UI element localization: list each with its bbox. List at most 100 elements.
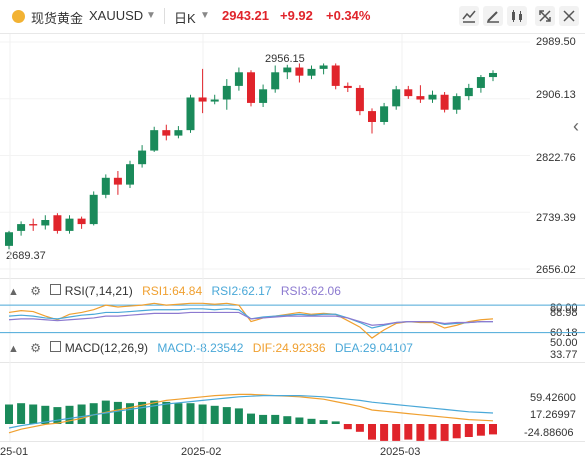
macd-histogram-bar [331, 421, 340, 424]
macd-histogram-bar [53, 407, 62, 424]
macd-histogram-bar [222, 407, 231, 424]
macd-histogram-bar [17, 403, 26, 424]
candle-body [150, 130, 159, 151]
macd-histogram-bar [89, 403, 98, 424]
macd-histogram-bar [126, 403, 134, 424]
macd-histogram-bar [198, 404, 207, 424]
candle-body [295, 67, 304, 76]
x-axis-label: 2025-02 [181, 446, 222, 458]
macd-histogram-bar [271, 414, 280, 424]
macd-histogram-bar [476, 424, 485, 436]
y-axis-label: 2739.39 [536, 212, 576, 224]
candle-body [464, 87, 473, 97]
macd-histogram-bar [464, 424, 473, 437]
indicator-button[interactable] [507, 6, 527, 26]
collapse-icon[interactable]: ▲ [8, 343, 19, 355]
candle-body [89, 194, 98, 225]
candle-body [198, 97, 207, 102]
candle-body [162, 130, 171, 136]
dif-value: DIF:24.92336 [252, 341, 326, 355]
symbol-dropdown-icon[interactable]: ▼ [146, 10, 156, 21]
candle-body [174, 130, 183, 136]
rsi2-value: RSI2:62.17 [211, 284, 272, 298]
period-selector[interactable]: 日K [174, 11, 196, 26]
candle-body [416, 96, 425, 100]
candle-body [53, 215, 62, 231]
candle-body [271, 72, 280, 90]
macd-divider [0, 441, 585, 442]
scroll-right-button[interactable]: ‹ [573, 116, 579, 136]
close-button[interactable] [559, 6, 579, 26]
macd-histogram-bar [319, 420, 328, 424]
candle-body [5, 232, 13, 246]
collapse-icon[interactable]: ▲ [8, 286, 19, 298]
symbol-code[interactable]: XAUUSD [89, 8, 144, 23]
rsi1-value: RSI1:64.84 [142, 284, 203, 298]
macd-histogram-bar [368, 424, 376, 440]
last-price: 2943.21 [222, 8, 269, 23]
candle-body [440, 94, 449, 110]
candle-body [101, 177, 110, 195]
x-axis-label: 25-01 [0, 446, 29, 458]
candle-body [247, 72, 255, 103]
symbol-name[interactable]: 现货黄金 [31, 11, 84, 26]
macd-histogram-bar [150, 400, 159, 424]
candle-body [210, 99, 219, 102]
macd-histogram-bar [138, 401, 147, 424]
dea-value: DEA:29.04107 [334, 341, 413, 355]
indicator-toggle-icon[interactable] [50, 341, 62, 352]
indicator-toggle-icon[interactable] [50, 284, 62, 295]
macd-histogram-bar [307, 418, 316, 424]
settings-icon[interactable]: ⚙ [30, 341, 41, 355]
macd-histogram-bar [234, 408, 243, 424]
candle-body [17, 224, 26, 231]
main-chart-divider [0, 278, 585, 279]
dea-line [8, 395, 494, 429]
fullscreen-icon [539, 10, 551, 22]
macd-histogram-bar [295, 417, 304, 424]
fullscreen-button[interactable] [535, 6, 555, 26]
candle-body [138, 150, 147, 165]
candle-body [283, 67, 292, 73]
y-axis-label: 2656.02 [536, 264, 576, 276]
draw-icon [487, 11, 499, 23]
macd-header: ▲ ⚙ MACD(12,26,9) MACD:-8.23542 DIF:24.9… [8, 341, 413, 355]
macd-histogram-bar [283, 416, 292, 424]
rsi3-line [8, 311, 493, 326]
macd-level-label: 59.42600 [530, 392, 576, 404]
candle-body [392, 89, 401, 107]
candle-body [489, 72, 497, 78]
x-axis-label: 2025-03 [380, 446, 421, 458]
macd-histogram-bar [210, 405, 219, 424]
candle-body [355, 87, 364, 112]
candle-body [343, 85, 352, 88]
high-price-label: 2956.15 [265, 53, 305, 65]
candle-body [404, 89, 413, 97]
draw-button[interactable] [483, 6, 503, 26]
period-dropdown-icon[interactable]: ▼ [200, 10, 210, 21]
macd-histogram-bar [489, 424, 497, 435]
candle-body [41, 220, 50, 226]
settings-icon[interactable]: ⚙ [30, 284, 41, 298]
candle-body [331, 65, 340, 86]
candle-body [65, 218, 74, 231]
toolbar-divider [164, 8, 165, 24]
candle-body [319, 65, 328, 69]
rsi-level-label: 88.98 [550, 307, 578, 319]
macd-histogram-bar [65, 405, 74, 424]
candle-body [476, 77, 485, 88]
candle-body [113, 177, 122, 185]
macd-histogram-bar [174, 403, 183, 424]
candle-body [77, 218, 86, 225]
macd-histogram-bar [355, 424, 364, 432]
price-change-pct: +0.34% [326, 8, 371, 23]
rsi3-value: RSI3:62.06 [280, 284, 341, 298]
price-change: +9.92 [280, 8, 313, 23]
macd-histogram-bar [29, 404, 38, 424]
chart-type-button[interactable] [459, 6, 479, 26]
candle-body [186, 97, 195, 131]
y-axis-label: 2906.13 [536, 89, 576, 101]
macd-histogram-bar [404, 424, 413, 440]
macd-histogram-bar [380, 424, 389, 441]
